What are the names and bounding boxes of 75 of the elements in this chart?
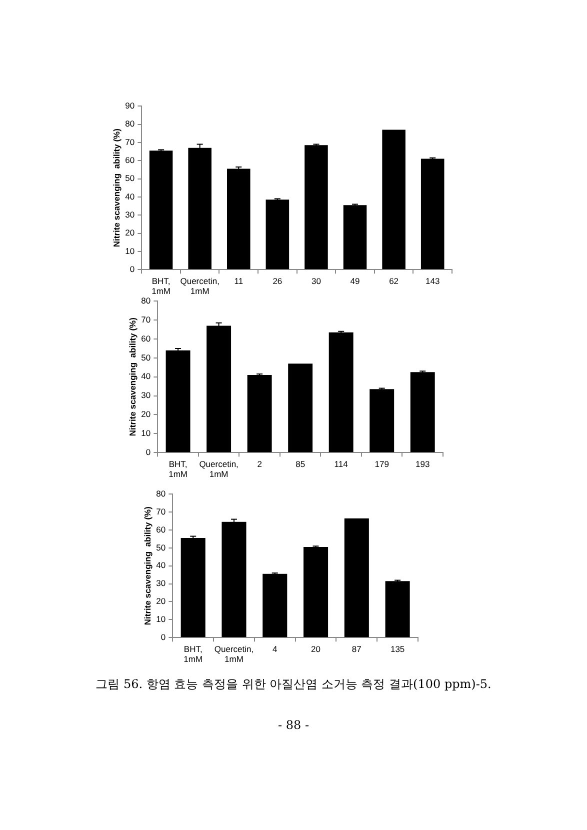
- y-tick-label: 10: [141, 428, 151, 438]
- y-axis-title: Nitrite scavenging ability (%): [142, 506, 152, 626]
- bar: [328, 332, 354, 452]
- y-tick-label: 10: [156, 614, 166, 624]
- bar: [180, 538, 206, 638]
- y-tick-label: 30: [141, 390, 151, 400]
- x-tick-label: 87: [352, 644, 362, 654]
- bar: [420, 158, 444, 270]
- x-tick-label: 62: [389, 276, 399, 286]
- x-tick-label: BHT, 1mM: [184, 644, 203, 664]
- bar: [206, 326, 232, 452]
- y-tick-label: 10: [125, 246, 135, 256]
- y-tick-label: 0: [130, 264, 135, 274]
- x-tick-label: 49: [350, 276, 360, 286]
- text: - 88 -: [276, 718, 310, 732]
- x-tick-label: Quercetin, 1mM: [214, 644, 254, 664]
- y-tick-label: 40: [125, 191, 135, 202]
- x-tick-label: 30: [311, 276, 322, 286]
- x-tick-label: 2: [257, 459, 262, 470]
- y-tick-label: 60: [156, 524, 166, 534]
- y-tick-label: 60: [125, 154, 135, 165]
- bar: [227, 168, 250, 270]
- x-tick-label: 11: [234, 276, 244, 286]
- y-tick-label: 90: [125, 100, 135, 110]
- x-tick-label: 143: [426, 276, 440, 286]
- y-tick-label: 20: [125, 228, 135, 238]
- y-tick-label: 20: [141, 409, 151, 420]
- bar: [222, 522, 246, 638]
- bar: [166, 350, 190, 452]
- y-tick-label: 50: [125, 173, 135, 184]
- x-tick-label: Quercetin, 1mM: [199, 459, 238, 480]
- x-tick-label: 179: [374, 459, 390, 470]
- y-tick-label: 0: [160, 632, 166, 642]
- x-tick-label: 135: [390, 644, 405, 654]
- x-tick-label: 85: [296, 459, 306, 470]
- y-tick-label: 30: [125, 209, 135, 220]
- bar: [149, 150, 173, 270]
- x-tick-label: BHT, 1mM: [168, 459, 188, 480]
- bar: [304, 547, 328, 638]
- bar: [262, 574, 288, 638]
- x-tick-label: Quercetin, 1mM: [180, 276, 220, 296]
- y-tick-label: 60: [141, 333, 151, 344]
- y-tick-label: 30: [156, 578, 166, 588]
- x-tick-label: 4: [272, 644, 278, 654]
- bar: [288, 364, 313, 452]
- y-axis-title: Nitrite scavenging ability (%): [127, 317, 138, 436]
- x-tick-label: BHT, 1mM: [152, 276, 170, 296]
- bar: [343, 205, 367, 270]
- y-tick-label: 50: [156, 542, 166, 552]
- y-tick-label: 20: [156, 596, 166, 606]
- y-tick-label: 80: [141, 295, 151, 306]
- y-tick-label: 40: [141, 371, 151, 382]
- bar: [385, 581, 410, 638]
- y-tick-label: 50: [141, 352, 151, 362]
- y-tick-label: 80: [125, 118, 135, 129]
- y-tick-label: 70: [156, 506, 166, 516]
- bar: [304, 145, 328, 270]
- bar: [370, 389, 394, 452]
- bar: [266, 200, 290, 270]
- y-tick-label: 70: [141, 314, 151, 324]
- bar: [344, 518, 369, 638]
- bar: [382, 130, 406, 270]
- x-tick-label: 193: [416, 459, 430, 470]
- caption: 그림 56. 항염 효능 측정을 위한 아질산염 소거능 측정 결과(100 ppm)-5.: [94, 676, 492, 693]
- y-axis-title: Nitrite scavenging ability (%): [111, 128, 122, 248]
- bar: [188, 148, 212, 270]
- bar: [410, 372, 435, 452]
- y-tick-label: 0: [146, 446, 151, 457]
- bar: [247, 374, 272, 452]
- x-tick-label: 20: [311, 644, 321, 654]
- x-tick-label: 26: [272, 276, 282, 286]
- y-tick-label: 40: [156, 560, 166, 570]
- y-tick-label: 70: [125, 136, 135, 147]
- x-tick-label: 114: [334, 459, 348, 470]
- y-tick-label: 80: [156, 488, 166, 498]
